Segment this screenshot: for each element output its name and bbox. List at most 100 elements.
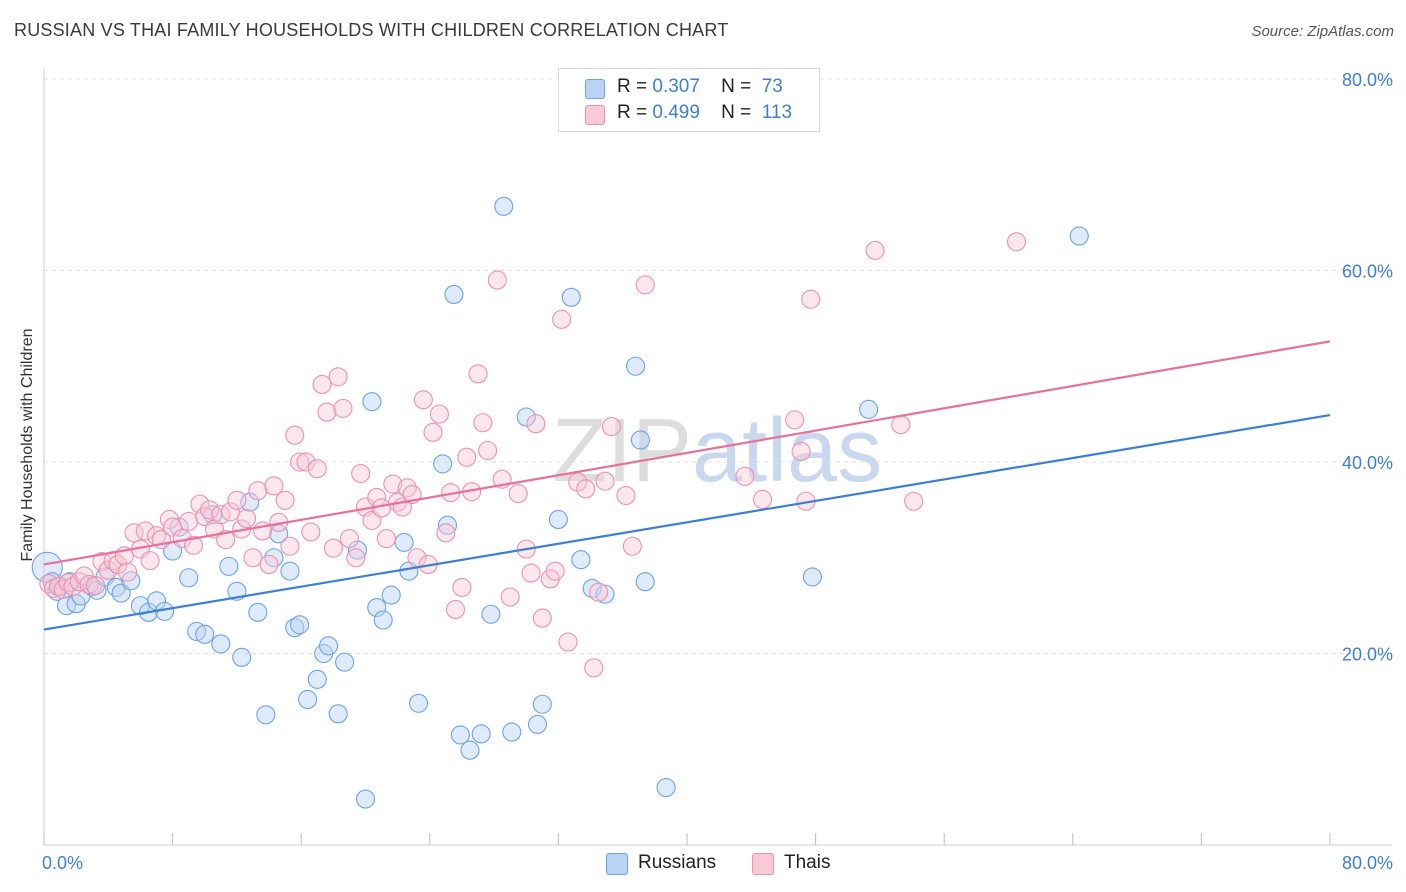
russians-point xyxy=(179,568,199,588)
russians-point xyxy=(169,517,189,537)
russians-point xyxy=(571,550,591,570)
russians-point xyxy=(460,740,480,760)
russians-point xyxy=(211,634,231,654)
russians-point xyxy=(264,548,284,568)
russians-point xyxy=(1069,226,1089,246)
thais-point xyxy=(473,413,493,433)
thais-point xyxy=(296,452,316,472)
thais-point xyxy=(301,522,321,542)
y-tick-label: 20.0% xyxy=(1342,645,1393,665)
russians-point xyxy=(373,610,393,630)
x-tick-label: 80.0% xyxy=(1342,853,1393,873)
thais-point xyxy=(445,599,466,620)
russians-point xyxy=(656,777,676,798)
russians-point xyxy=(471,724,491,744)
thais-point xyxy=(312,374,332,394)
thais-point xyxy=(333,398,353,418)
thais-point xyxy=(478,440,498,461)
russians-point xyxy=(56,596,77,616)
thais-point xyxy=(79,575,99,595)
russians-point xyxy=(290,615,310,635)
thais-point xyxy=(589,582,609,602)
thais-point xyxy=(622,536,642,556)
thais-point xyxy=(601,417,621,437)
thais-point xyxy=(568,472,588,492)
russians-point xyxy=(532,694,552,714)
thais-point xyxy=(801,289,821,309)
thais-point xyxy=(526,414,546,434)
russians-point xyxy=(367,597,387,618)
russians-point xyxy=(347,540,368,560)
thais-point xyxy=(558,632,578,652)
thais-point xyxy=(904,491,924,511)
legend-swatch-russians xyxy=(585,79,605,99)
thais-point xyxy=(508,484,528,504)
n-label: N = xyxy=(721,102,752,123)
russians-point xyxy=(561,287,581,307)
thais-point xyxy=(317,402,337,422)
russians-point xyxy=(328,704,348,724)
russians-point xyxy=(256,705,276,725)
y-tick-label: 40.0% xyxy=(1342,453,1393,473)
russians-point xyxy=(527,714,548,734)
thais-point xyxy=(220,502,241,522)
n-value: 113 xyxy=(761,102,793,123)
legend-swatch-thais-bottom xyxy=(752,853,774,875)
thais-point xyxy=(500,587,520,607)
russians-point xyxy=(362,392,382,412)
russians-point xyxy=(408,693,429,713)
russians-point xyxy=(494,196,514,216)
thais-point xyxy=(227,490,247,510)
russians-point xyxy=(280,561,300,581)
thais-point xyxy=(487,270,507,290)
watermark-atlas: atlas xyxy=(692,401,883,501)
r-value: 0.307 xyxy=(652,76,700,97)
russians-point xyxy=(516,407,536,427)
legend-label-thais: Thais xyxy=(784,852,831,873)
legend-swatch-thais xyxy=(585,105,605,125)
thais-point xyxy=(190,494,210,514)
thais-point xyxy=(328,367,348,387)
russians-point xyxy=(335,652,355,672)
thais-point xyxy=(532,608,552,628)
y-tick-label: 80.0% xyxy=(1342,70,1393,90)
thais-point xyxy=(584,658,604,678)
russians-point xyxy=(394,532,414,552)
thais-point xyxy=(135,521,155,541)
n-value: 73 xyxy=(761,76,783,97)
russians-point xyxy=(635,572,655,592)
correlation-legend: R = 0.307 N = 73 R = 0.499 N = 113 xyxy=(558,68,820,132)
thais-point xyxy=(376,529,396,549)
source-credit: Source: ZipAtlas.com xyxy=(1251,23,1394,40)
thais-point xyxy=(521,563,541,583)
russians-point xyxy=(859,399,879,419)
russians-point xyxy=(195,624,215,644)
thais-point xyxy=(85,575,105,596)
thais-point xyxy=(791,441,811,462)
russians-point xyxy=(802,567,822,587)
russians-point xyxy=(630,430,650,450)
russians-point xyxy=(219,556,239,576)
thais-point xyxy=(259,554,279,575)
x-tick-label: 0.0% xyxy=(42,853,83,873)
watermark-zip: ZIP xyxy=(552,401,693,501)
legend-swatch-russians-bottom xyxy=(606,853,628,875)
thais-point xyxy=(118,562,138,582)
russians-point xyxy=(318,636,339,656)
thais-point xyxy=(280,536,300,556)
thais-point xyxy=(635,275,655,295)
thais-point xyxy=(545,561,565,581)
russians-point xyxy=(433,454,453,474)
thais-point xyxy=(323,538,343,558)
thais-point xyxy=(183,535,204,555)
thais-point xyxy=(236,508,257,529)
tick-labels: 20.0% 40.0% 60.0% 80.0% 0.0% 80.0% xyxy=(42,70,1393,873)
russians-point xyxy=(381,585,401,605)
r-label: R = xyxy=(617,76,648,97)
thais-point xyxy=(457,447,477,467)
thais-point xyxy=(452,577,472,597)
thais-point xyxy=(275,490,295,510)
legend-label-russians: Russians xyxy=(638,852,717,873)
russians-point xyxy=(298,689,318,710)
